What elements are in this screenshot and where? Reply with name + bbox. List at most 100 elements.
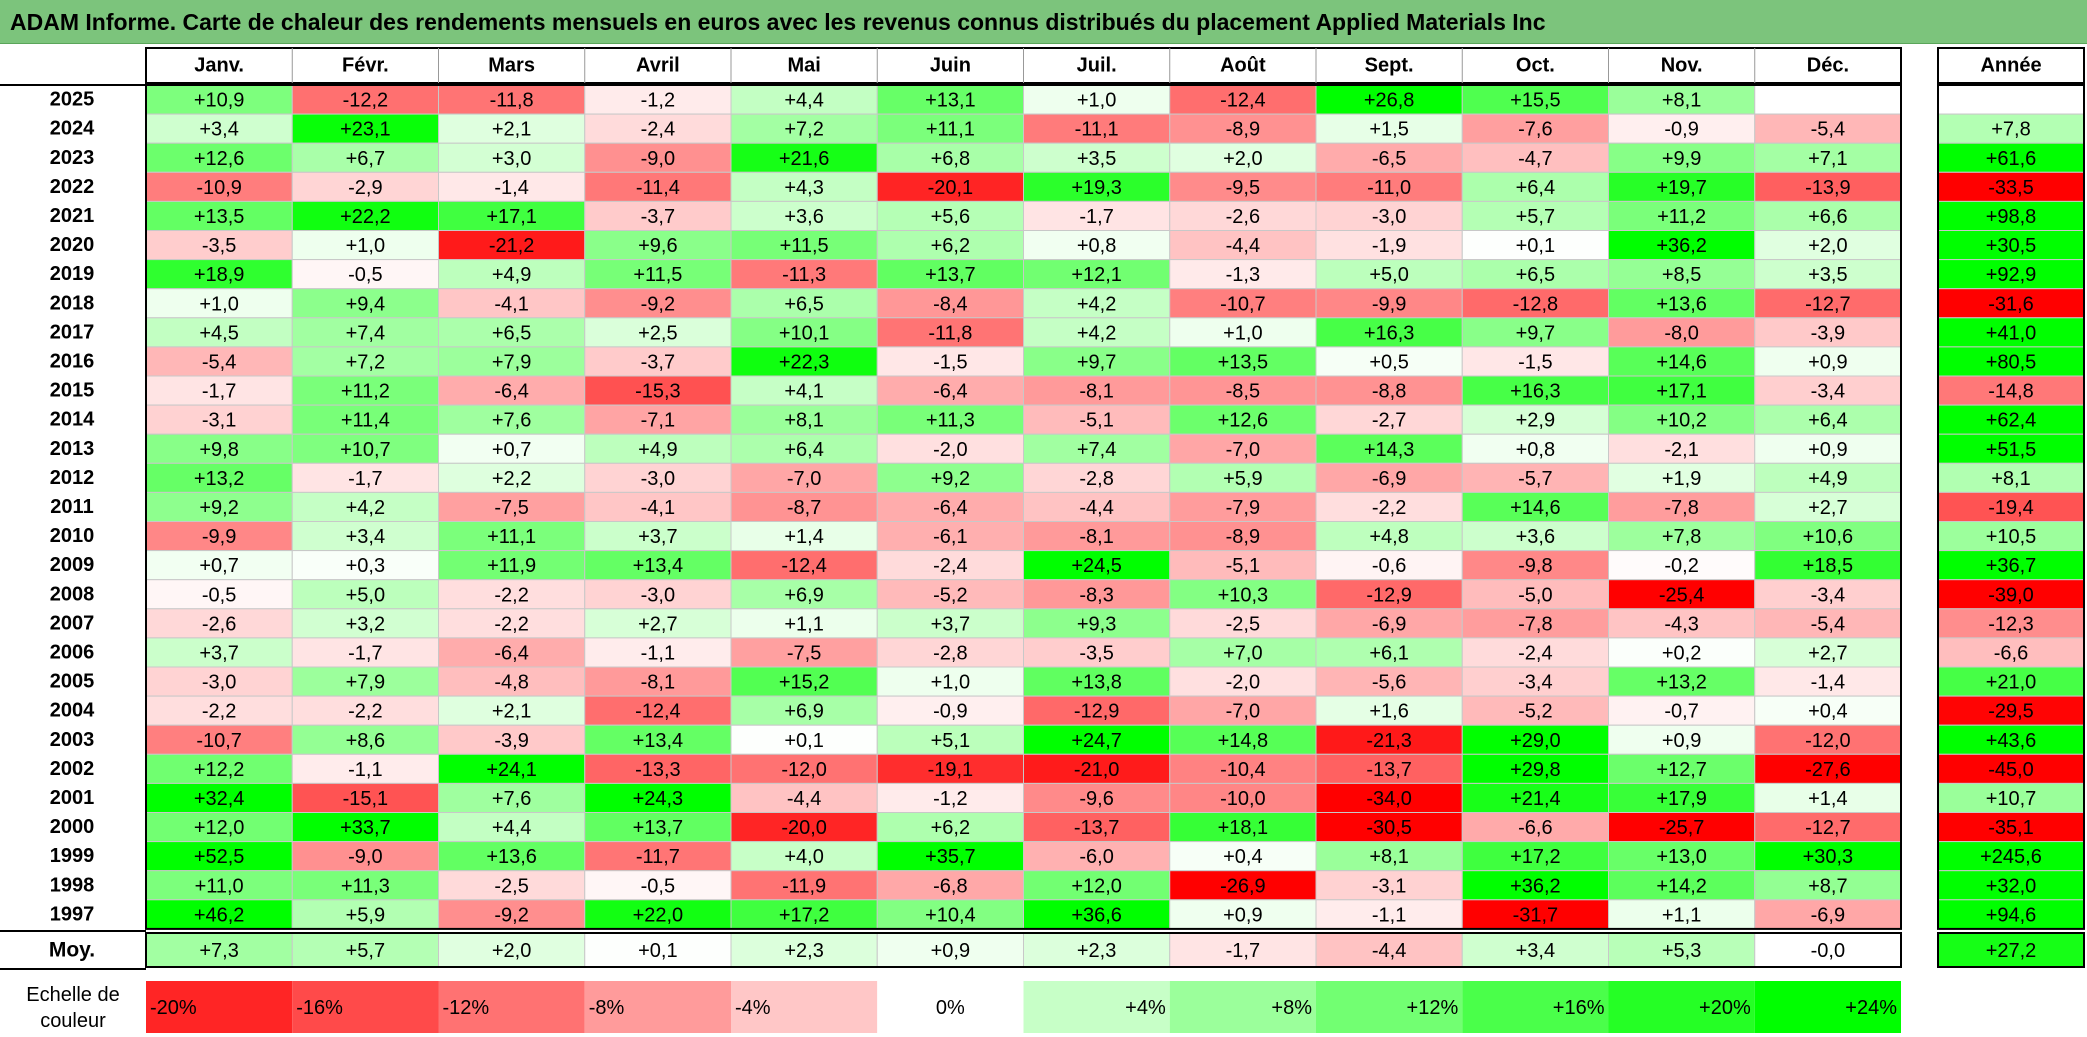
annual-value: +32,0 (1986, 875, 2037, 897)
cell-value: +0,5 (1369, 351, 1408, 373)
heatmap-cell (1315, 462, 1463, 493)
heatmap-cell (1461, 84, 1609, 115)
cell-value: -2,1 (1664, 439, 1698, 461)
annual-value: +80,5 (1986, 351, 2037, 373)
annual-cell (1937, 375, 2085, 406)
cell-value: -20,0 (781, 817, 827, 839)
cell-value: +15,5 (1510, 90, 1561, 112)
heatmap-cell (584, 404, 732, 435)
heatmap-cell (730, 462, 878, 493)
cell-value: +1,0 (1223, 322, 1262, 344)
cell-value: +10,4 (925, 904, 976, 926)
cell-value: -2,7 (1372, 410, 1406, 432)
heatmap-cell (1608, 491, 1756, 522)
cell-value: -7,1 (641, 410, 675, 432)
annual-value: +245,6 (1980, 846, 2042, 868)
heatmap-cell (1169, 200, 1317, 231)
heatmap-cell (438, 171, 586, 202)
cell-value: -0,9 (1664, 119, 1698, 141)
month-header: Oct. (1516, 55, 1555, 77)
annual-value: +36,7 (1986, 555, 2037, 577)
heatmap-cell (1169, 724, 1317, 755)
average-cell (1608, 932, 1756, 968)
cell-value: +6,2 (931, 235, 970, 257)
cell-value: +11,2 (341, 381, 390, 403)
heatmap-cell (291, 870, 439, 901)
cell-value: +13,2 (1656, 672, 1707, 694)
scale-swatch (877, 981, 1024, 1033)
heatmap-cell (1169, 433, 1317, 464)
scale-step-label: -16% (296, 997, 343, 1019)
cell-value: +17,2 (1510, 846, 1561, 868)
cell-value: +2,7 (638, 613, 677, 635)
year-label: 1997 (50, 903, 95, 925)
annual-cell (1937, 346, 2085, 377)
cell-value: -9,6 (1079, 788, 1113, 810)
cell-value: +0,8 (1516, 439, 1555, 461)
cell-value: -2,5 (1226, 613, 1260, 635)
cell-value: +0,7 (199, 555, 238, 577)
cell-value: +1,0 (1077, 90, 1116, 112)
cell-value: -2,2 (348, 701, 382, 723)
cell-value: +1,6 (1369, 701, 1408, 723)
cell-value: +24,7 (1071, 730, 1122, 752)
heatmap-cell (291, 404, 439, 435)
cell-value: -21,3 (1366, 730, 1412, 752)
heatmap-cell (1608, 375, 1756, 406)
cell-value: -31,7 (1513, 904, 1559, 926)
cell-value: -5,1 (1079, 410, 1113, 432)
cell-value: -3,7 (641, 206, 675, 228)
cell-value: -2,6 (1226, 206, 1260, 228)
heatmap-cell (1461, 317, 1609, 348)
cell-value: +52,5 (194, 846, 245, 868)
year-label: 2004 (50, 700, 95, 722)
heatmap-cell (1023, 812, 1171, 843)
heatmap-cell (584, 375, 732, 406)
cell-value: -11,8 (928, 322, 972, 344)
cell-value: -7,0 (787, 468, 821, 490)
scale-swatch (292, 981, 439, 1033)
cell-value: +9,6 (638, 235, 677, 257)
cell-value: -8,1 (641, 672, 675, 694)
heatmap-cell (1754, 288, 1902, 319)
heatmap-cell (145, 230, 293, 261)
heatmap-cell (1461, 113, 1609, 144)
scale-step-label: +12% (1407, 997, 1459, 1019)
cell-value: +7,8 (1662, 526, 1701, 548)
cell-value: +8,6 (346, 730, 385, 752)
cell-value: -2,2 (494, 613, 528, 635)
cell-value: +4,8 (1369, 526, 1408, 548)
cell-value: -12,4 (781, 555, 827, 577)
heatmap-cell (1608, 695, 1756, 726)
cell-value: -6,9 (1372, 613, 1406, 635)
heatmap-cell (1315, 491, 1463, 522)
cell-value: -1,4 (494, 177, 528, 199)
heatmap-cell (1754, 317, 1902, 348)
cell-value: +14,2 (1656, 875, 1707, 897)
cell-value: -25,7 (1659, 817, 1705, 839)
cell-value: +3,7 (199, 642, 238, 664)
heatmap-cell (1461, 171, 1609, 202)
annual-value: +41,0 (1986, 322, 2037, 344)
year-label: 2025 (50, 89, 95, 111)
annual-cell (1937, 491, 2085, 522)
cell-value: -7,5 (494, 497, 528, 519)
cell-value: +11,5 (780, 235, 829, 257)
cell-value: -7,0 (1226, 701, 1260, 723)
heatmap-cell (145, 724, 293, 755)
scale-step-label: -12% (443, 997, 490, 1019)
year-label: 2024 (50, 118, 95, 140)
heatmap-cell (584, 171, 732, 202)
heatmap-cell (1315, 841, 1463, 872)
heatmap-cell (1461, 230, 1609, 261)
year-label: 2007 (50, 612, 95, 634)
heatmap-cell (1608, 782, 1756, 814)
cell-value: -6,0 (1079, 846, 1113, 868)
cell-value: +5,1 (931, 730, 970, 752)
cell-value: -3,4 (1518, 672, 1552, 694)
heatmap-cell (438, 841, 586, 872)
heatmap-cell (876, 142, 1024, 173)
heatmap-cell (1023, 346, 1171, 377)
cell-value: +17,1 (1656, 381, 1707, 403)
heatmap-cell (876, 259, 1024, 290)
